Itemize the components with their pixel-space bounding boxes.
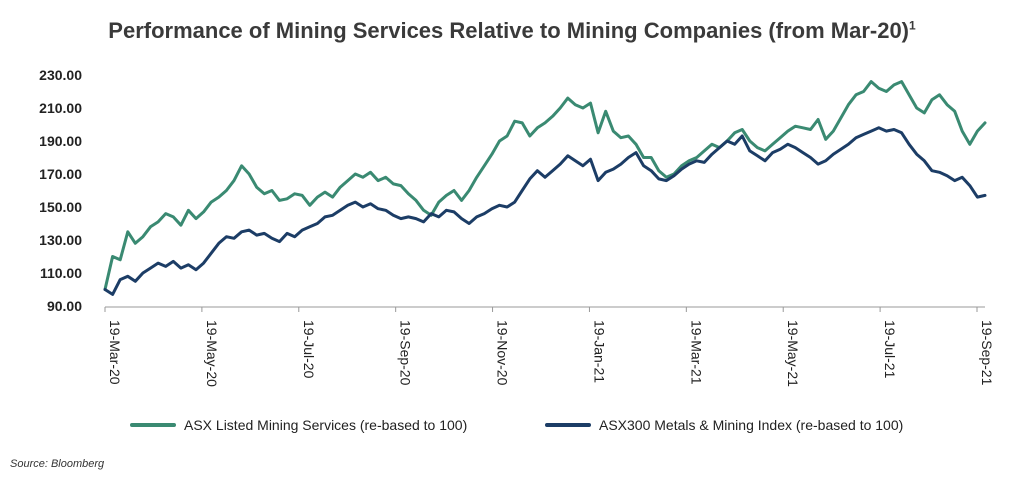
x-axis: 19-Mar-20 19-May-20 19-Jul-20 19-Sep-20 19-N… [104,306,995,387]
legend-label-metals-mining: ASX300 Metals & Mining Index (re-based t… [599,417,904,433]
legend-item-metals-mining: ASX300 Metals & Mining Index (re-based t… [545,417,903,433]
y-tick-label: 110.00 [40,265,82,281]
source-note: Source: Bloomberg [10,458,105,470]
y-tick-label: 230.00 [39,67,82,83]
y-tick-label: 90.00 [47,298,82,314]
y-tick-label: 130.00 [39,232,82,248]
series-lines [103,80,987,296]
series-line-mining-services [103,80,987,291]
x-tick-label: 19-Mar-20 [107,320,123,385]
series-line-metals-mining [103,126,987,296]
y-tick-label: 150.00 [39,199,82,215]
chart-title: Performance of Mining Services Relative … [0,18,1024,44]
x-tick-label: 19-May-21 [785,320,801,387]
x-tick-label: 19-Jul-21 [882,320,898,379]
legend-swatch-metals-mining [545,423,591,427]
x-tick-label: 19-May-20 [204,320,220,387]
chart-title-text: Performance of Mining Services Relative … [108,18,910,43]
y-tick-label: 190.00 [39,133,82,149]
title-footnote: 1 [909,18,916,33]
legend-swatch-mining-services [130,423,176,427]
y-axis: 230.00 210.00 190.00 170.00 150.00 130.00 110.… [39,67,82,314]
legend-item-mining-services: ASX Listed Mining Services (re-based to … [130,417,467,433]
x-tick-label: 19-Jul-20 [301,320,317,379]
x-tick-label: 19-Sep-21 [979,320,995,386]
y-tick-label: 210.00 [39,100,82,116]
x-tick-label: 19-Jan-21 [591,320,607,383]
x-tick-label: 19-Mar-21 [688,320,704,385]
legend-label-mining-services: ASX Listed Mining Services (re-based to … [184,417,468,433]
x-tick-label: 19-Sep-20 [398,320,414,386]
y-tick-label: 170.00 [39,166,82,182]
x-tick-label: 19-Nov-20 [495,320,511,386]
